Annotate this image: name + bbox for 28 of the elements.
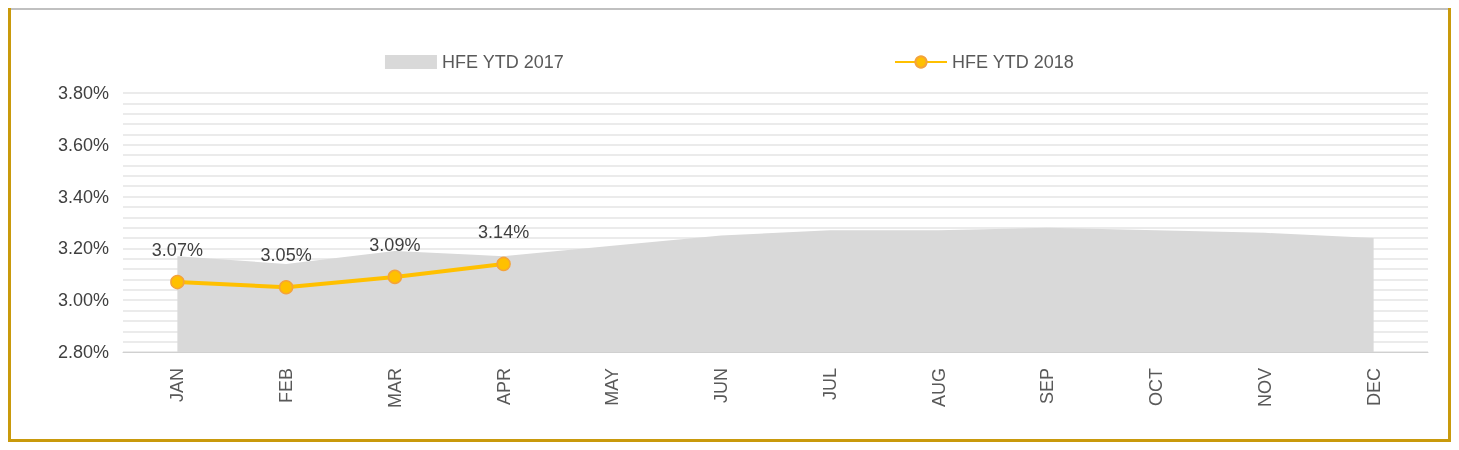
y-tick-label: 2.80% xyxy=(57,342,109,362)
x-tick-label: JUL xyxy=(819,368,840,401)
x-tick-label: NOV xyxy=(1254,368,1275,408)
data-label: 3.07% xyxy=(151,239,203,260)
point xyxy=(496,256,511,272)
x-tick-label: MAY xyxy=(602,368,623,406)
x-tick-label: OCT xyxy=(1146,368,1167,406)
legend-label: HFE YTD 2017 xyxy=(441,52,564,72)
data-label: 3.14% xyxy=(478,221,530,242)
point xyxy=(387,269,403,285)
data-label: 3.09% xyxy=(369,234,421,255)
x-tick-label: JUN xyxy=(711,368,732,403)
point xyxy=(170,274,185,290)
x-tick-label: DEC xyxy=(1363,368,1384,407)
legend-label: HFE YTD 2018 xyxy=(952,52,1074,72)
x-tick-label: SEP xyxy=(1037,368,1058,405)
x-tick-label: MAR xyxy=(384,368,405,408)
y-tick-label: 3.80% xyxy=(57,83,109,103)
y-tick-label: 3.00% xyxy=(57,290,109,311)
x-tick-label: JAN xyxy=(167,368,188,403)
x-tick-label: APR xyxy=(493,368,514,406)
y-tick-label: 3.40% xyxy=(57,186,109,207)
point xyxy=(278,280,294,295)
x-tick-label: FEB xyxy=(276,368,297,404)
y-tick-label: 3.60% xyxy=(57,134,109,155)
y-tick-label: 3.20% xyxy=(57,238,109,259)
x-tick-label: AUG xyxy=(928,368,949,408)
data-label: 3.05% xyxy=(260,245,312,265)
